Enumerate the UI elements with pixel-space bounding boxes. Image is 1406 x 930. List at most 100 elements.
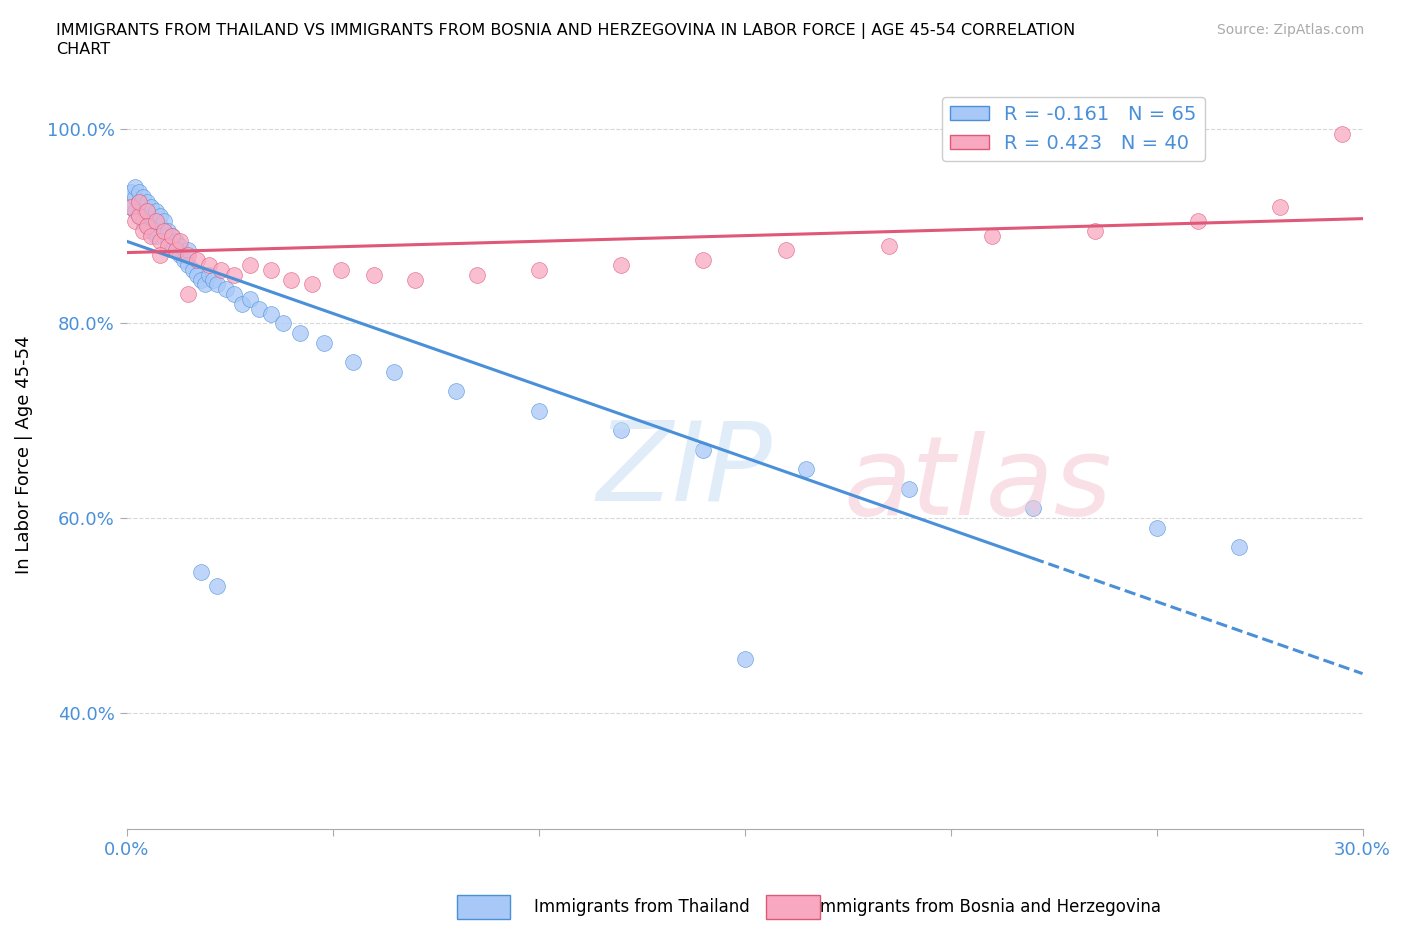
Point [169,247,191,262]
Legend: R = -0.161   N = 65, R = 0.423   N = 40: R = -0.161 N = 65, R = 0.423 N = 40 [942,98,1205,161]
Point [260,262,283,277]
Point [156,223,179,238]
Point [169,238,191,253]
Point [124,214,146,229]
Text: Immigrants from Thailand: Immigrants from Thailand [534,897,749,916]
Point [1146,520,1168,535]
Point [1330,126,1353,141]
Point [222,267,245,282]
Point [198,267,221,282]
Point [207,277,229,292]
Point [796,462,818,477]
Point [149,209,172,224]
Point [124,190,146,205]
Point [214,282,236,297]
Point [120,199,142,214]
Point [136,219,159,233]
Point [132,190,155,205]
Point [1270,199,1292,214]
Point [181,262,204,277]
Point [120,199,142,214]
Point [446,384,468,399]
Point [301,277,323,292]
Point [177,286,200,301]
Point [692,253,714,268]
Point [169,233,191,248]
Point [145,204,167,219]
Point [247,301,270,316]
Point [314,336,336,351]
Point [141,209,163,224]
Point [132,199,155,214]
Point [363,267,385,282]
Point [222,286,245,301]
Point [152,223,174,238]
Point [177,247,200,262]
Point [1187,214,1209,229]
Point [128,194,150,209]
Point [239,258,262,272]
Point [610,423,633,438]
Text: IMMIGRANTS FROM THAILAND VS IMMIGRANTS FROM BOSNIA AND HERZEGOVINA IN LABOR FORC: IMMIGRANTS FROM THAILAND VS IMMIGRANTS F… [56,23,1076,39]
Point [288,326,311,340]
Point [194,277,217,292]
Point [165,243,187,258]
Point [149,219,172,233]
Point [186,253,208,268]
Point [190,565,212,579]
Point [207,578,229,593]
Point [152,214,174,229]
Point [136,204,159,219]
Point [1084,223,1107,238]
Point [124,179,146,194]
Point [271,316,294,331]
Text: atlas: atlas [844,432,1112,538]
Point [1227,539,1250,554]
Point [692,443,714,458]
Point [775,243,797,258]
Point [160,229,183,244]
Point [404,272,426,287]
Point [128,209,150,224]
Point [190,272,212,287]
Point [132,214,155,229]
Point [260,306,283,321]
Point [124,204,146,219]
Text: Immigrants from Bosnia and Herzegovina: Immigrants from Bosnia and Herzegovina [815,897,1161,916]
Point [239,292,262,307]
Point [128,194,150,209]
Point [186,267,208,282]
Point [136,219,159,233]
Point [877,238,900,253]
Point [160,229,183,244]
Point [610,258,633,272]
Point [156,238,179,253]
Point [120,184,142,199]
Point [198,258,221,272]
Point [177,243,200,258]
Point [177,258,200,272]
Point [145,214,167,229]
Point [152,223,174,238]
Point [149,233,172,248]
Point [465,267,488,282]
Point [734,652,756,667]
Point [527,262,550,277]
Point [173,253,195,268]
Y-axis label: In Labor Force | Age 45-54: In Labor Force | Age 45-54 [15,336,32,574]
Point [141,229,163,244]
Point [329,262,352,277]
Point [145,214,167,229]
Point [132,223,155,238]
Point [342,355,364,370]
Point [527,404,550,418]
Text: Source: ZipAtlas.com: Source: ZipAtlas.com [1216,23,1364,37]
Point [165,233,187,248]
Point [145,229,167,244]
Point [202,272,225,287]
Point [209,262,232,277]
Point [160,238,183,253]
Point [141,199,163,214]
Point [165,243,187,258]
Point [1022,501,1045,516]
